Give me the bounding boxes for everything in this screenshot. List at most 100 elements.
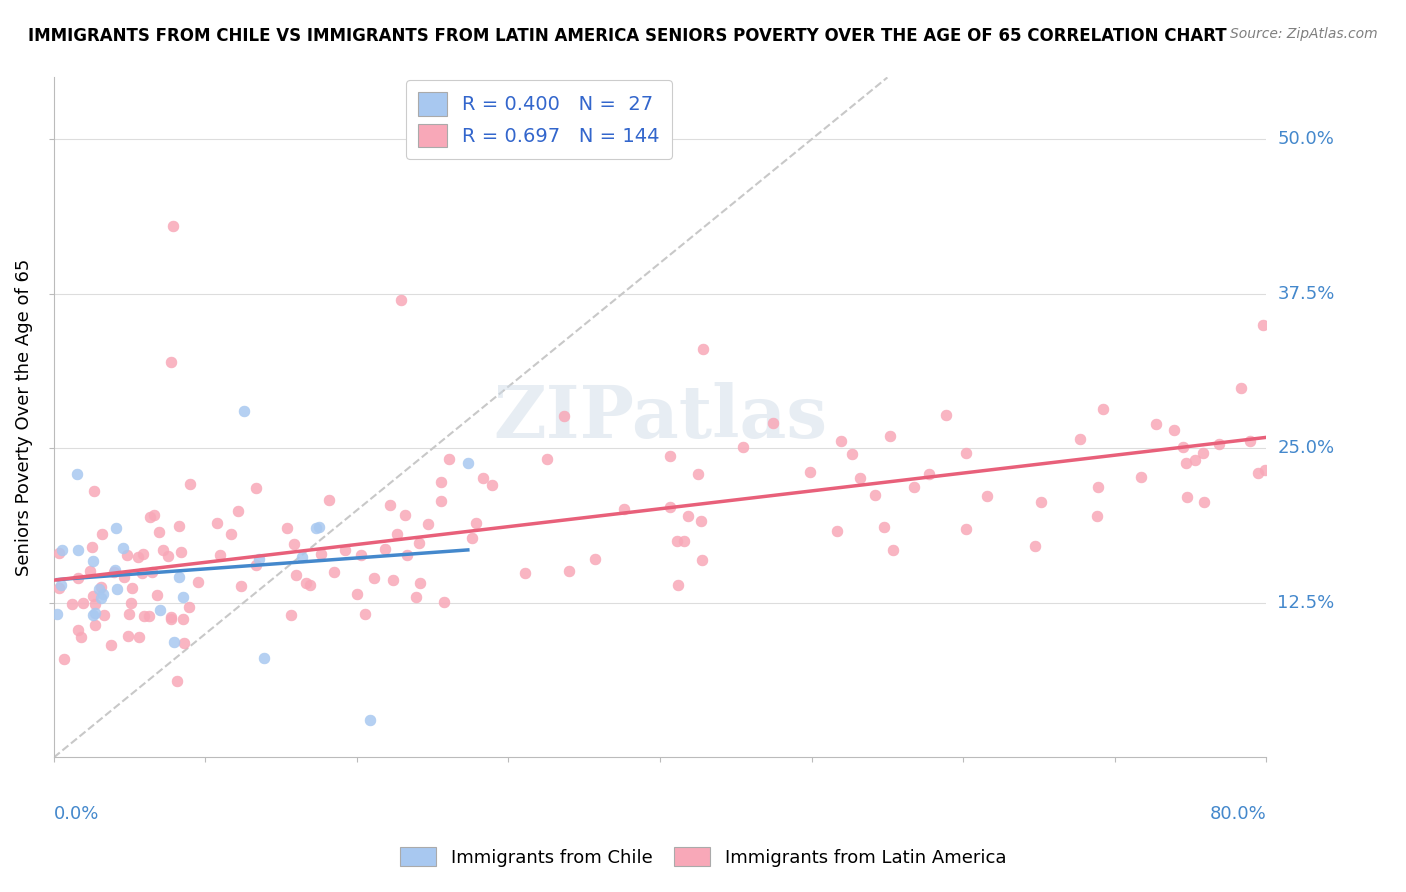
Point (115, 548, 138, 562)
Point (249, 551, 271, 566)
Point (481, 478, 503, 492)
Text: 12.5%: 12.5% (1278, 594, 1334, 612)
Point (1085, 509, 1108, 524)
Point (82, 608, 104, 623)
Point (229, 578, 252, 592)
Point (882, 542, 904, 557)
Point (152, 543, 174, 558)
Point (849, 471, 872, 485)
Point (167, 518, 190, 533)
Text: IMMIGRANTS FROM CHILE VS IMMIGRANTS FROM LATIN AMERICA SENIORS POVERTY OVER THE : IMMIGRANTS FROM CHILE VS IMMIGRANTS FROM… (28, 27, 1227, 45)
Point (799, 465, 821, 479)
Point (142, 508, 165, 522)
Point (903, 480, 925, 494)
Point (105, 582, 128, 597)
Point (976, 489, 998, 503)
Point (378, 498, 401, 512)
Point (46, 607, 69, 621)
Point (82, 540, 104, 554)
Point (100, 638, 122, 652)
Point (690, 553, 713, 567)
Point (308, 520, 330, 534)
Point (359, 714, 381, 728)
Point (132, 547, 155, 561)
Point (513, 566, 536, 581)
Point (865, 488, 887, 502)
Point (298, 578, 321, 592)
Point (138, 510, 160, 524)
Point (309, 547, 332, 561)
Point (89, 582, 111, 596)
Y-axis label: Seniors Poverty Over the Age of 65: Seniors Poverty Over the Age of 65 (15, 259, 32, 576)
Point (731, 441, 754, 455)
Point (134, 609, 156, 624)
Point (83, 598, 105, 612)
Point (159, 612, 181, 626)
Point (1024, 539, 1046, 553)
Point (111, 541, 134, 555)
Point (471, 471, 494, 485)
Point (160, 355, 183, 369)
Point (385, 526, 408, 541)
Point (762, 416, 785, 430)
Point (1092, 401, 1115, 416)
Point (363, 571, 385, 585)
Point (346, 586, 368, 600)
Point (149, 602, 172, 616)
Point (841, 447, 863, 461)
Point (48, 546, 70, 560)
Point (280, 608, 302, 623)
Point (1031, 494, 1053, 508)
Point (141, 565, 163, 579)
Point (172, 612, 194, 626)
Point (187, 574, 209, 589)
Point (408, 536, 430, 550)
Legend: Immigrants from Chile, Immigrants from Latin America: Immigrants from Chile, Immigrants from L… (392, 840, 1014, 874)
Point (1174, 456, 1197, 470)
Point (918, 467, 941, 482)
Point (65, 467, 87, 481)
Point (430, 494, 453, 508)
Point (457, 456, 479, 470)
Point (162, 219, 184, 233)
Point (117, 629, 139, 643)
Point (955, 445, 977, 459)
Point (304, 521, 326, 535)
Point (159, 610, 181, 624)
Point (91, 587, 114, 601)
Point (103, 565, 125, 579)
Point (692, 343, 714, 357)
Point (91, 526, 114, 541)
Point (668, 578, 690, 592)
Point (460, 531, 482, 545)
Point (1254, 463, 1277, 477)
Point (389, 293, 412, 307)
Point (138, 609, 160, 624)
Point (825, 524, 848, 539)
Point (90, 591, 112, 606)
Point (118, 607, 141, 622)
Point (553, 409, 575, 423)
Text: 37.5%: 37.5% (1278, 285, 1334, 302)
Point (1230, 381, 1253, 395)
Point (245, 481, 267, 495)
Point (79, 564, 101, 578)
Text: 0.0%: 0.0% (53, 805, 100, 823)
Point (689, 514, 711, 528)
Point (48, 582, 70, 596)
Point (83, 483, 105, 498)
Point (935, 409, 957, 423)
Point (66, 543, 89, 558)
Text: Source: ZipAtlas.com: Source: ZipAtlas.com (1230, 27, 1378, 41)
Point (374, 542, 396, 557)
Point (53, 652, 76, 666)
Point (686, 467, 709, 481)
Point (558, 564, 581, 578)
Point (658, 500, 681, 514)
Point (120, 596, 142, 610)
Point (104, 521, 127, 535)
Text: 50.0%: 50.0% (1278, 130, 1334, 148)
Point (873, 520, 896, 534)
Point (1192, 446, 1215, 460)
Point (146, 588, 169, 602)
